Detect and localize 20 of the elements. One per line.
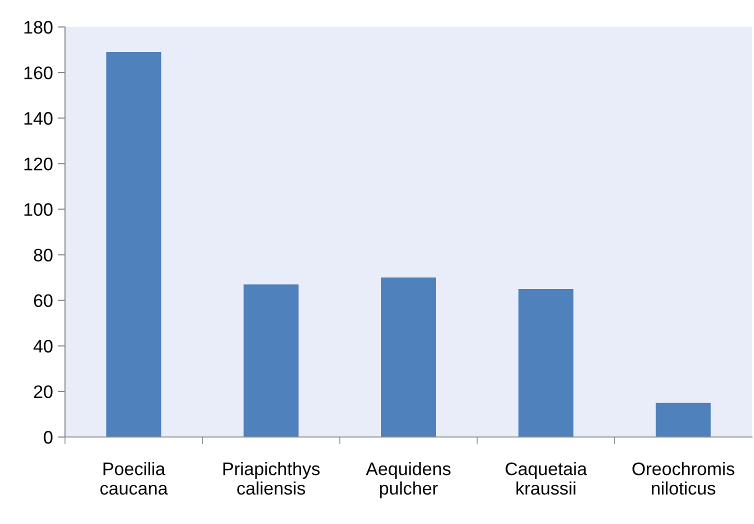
x-tick-label: Oreochromis niloticus (632, 462, 734, 495)
y-tick-label: 160 (24, 66, 52, 80)
y-tick-label: 180 (24, 20, 52, 34)
y-tick-label: 20 (34, 385, 52, 398)
y-tick-label: 140 (24, 112, 52, 125)
y-tick-label: 60 (34, 294, 52, 308)
bar (518, 288, 574, 437)
x-tick-label: Poecilia caucana (100, 462, 168, 495)
y-tick-label: 0 (44, 430, 52, 444)
y-tick-label: 40 (34, 340, 52, 353)
y-tick-label: 100 (24, 203, 52, 216)
x-tick-label: Priapichthys caliensis (223, 462, 320, 495)
bar (656, 402, 711, 437)
x-tick-label: Aequidens pulcher (366, 462, 451, 498)
x-tick-label: Caquetaia kraussii (506, 462, 588, 495)
bar (106, 52, 162, 437)
bar (381, 278, 436, 437)
y-tick-label: 120 (24, 158, 52, 170)
y-tick-label: 80 (34, 248, 52, 262)
bar (244, 284, 299, 437)
